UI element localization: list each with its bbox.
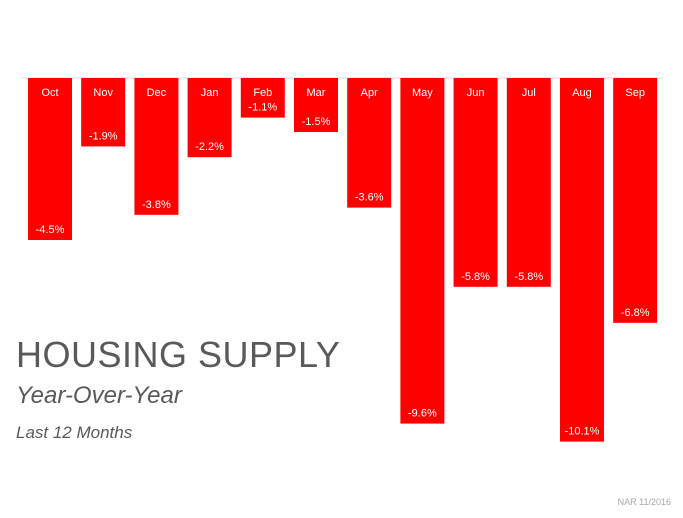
source-note: NAR 11/2016 (617, 497, 671, 507)
bar-aug (560, 78, 604, 442)
month-label-apr: Apr (361, 87, 378, 99)
bar-mar (294, 78, 338, 132)
bar-oct (28, 78, 72, 240)
chart-subtitle: Year-Over-Year (16, 382, 182, 409)
month-label-oct: Oct (41, 87, 58, 99)
month-label-jan: Jan (201, 87, 219, 99)
month-label-aug: Aug (572, 87, 592, 99)
value-label-jun: -5.8% (461, 271, 490, 283)
month-label-jul: Jul (522, 87, 536, 99)
month-label-nov: Nov (93, 87, 113, 99)
value-label-aug: -10.1% (565, 426, 600, 438)
chart-title: HOUSING SUPPLY (16, 334, 341, 375)
bars-group: Oct -4.5% Nov -1.9% Dec -3.8% Jan -2.2% Feb -1.1%… (28, 78, 658, 442)
bar-jul (506, 78, 551, 287)
value-label-nov: -1.9% (89, 130, 118, 142)
month-label-feb: Feb (253, 87, 272, 99)
month-label-dec: Dec (147, 87, 167, 99)
bar-nov (81, 78, 126, 147)
value-label-may: -9.6% (408, 408, 437, 420)
bar-may (400, 78, 445, 424)
value-label-apr: -3.6% (355, 192, 384, 204)
chart-period: Last 12 Months (16, 423, 133, 442)
bar-jan (187, 78, 232, 158)
value-label-dec: -3.8% (142, 199, 171, 211)
value-label-mar: -1.5% (302, 116, 331, 128)
bar-jun (453, 78, 498, 287)
bar-feb (240, 78, 285, 118)
value-label-feb: -1.1% (248, 102, 277, 114)
value-label-jul: -5.8% (514, 271, 543, 283)
month-label-mar: Mar (307, 87, 326, 99)
value-label-oct: -4.5% (36, 224, 65, 236)
value-label-sep: -6.8% (621, 307, 650, 319)
bar-apr (347, 78, 392, 208)
value-label-jan: -2.2% (195, 141, 224, 153)
month-label-jun: Jun (467, 87, 485, 99)
bar-sep (613, 78, 658, 323)
bar-dec (134, 78, 179, 215)
month-label-may: May (412, 87, 433, 99)
month-label-sep: Sep (625, 87, 645, 99)
